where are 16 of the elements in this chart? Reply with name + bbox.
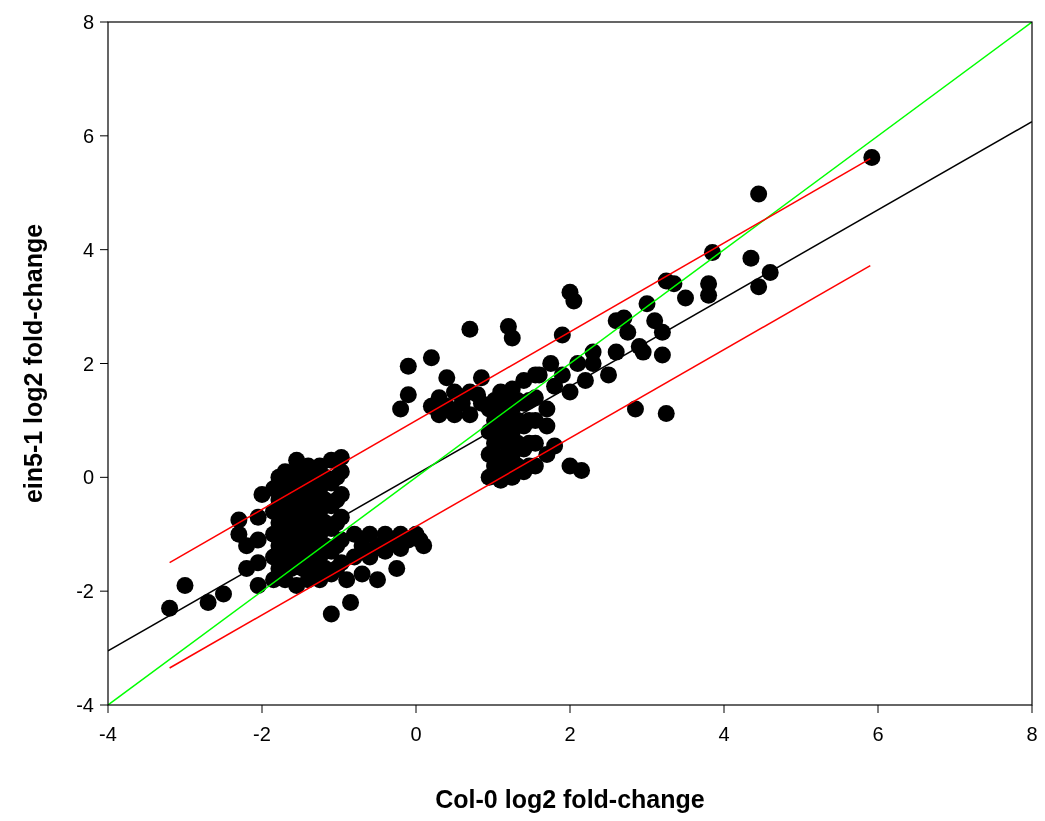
x-tick-label: 0	[410, 723, 422, 745]
y-tick-label: -4	[76, 694, 94, 716]
y-tick-label: 0	[82, 466, 94, 489]
x-tick-label: 8	[1026, 723, 1038, 745]
x-axis-title: Col-0 log2 fold-change	[435, 785, 705, 813]
y-tick-label: 8	[82, 11, 94, 33]
x-tick-label: -4	[99, 723, 117, 745]
y-tick-label: 4	[82, 238, 94, 261]
y-tick-label: 6	[82, 124, 94, 147]
y-tick-label: 2	[82, 352, 94, 375]
x-tick-label: 4	[718, 723, 730, 745]
y-axis-title: ein5-1 log2 fold-change	[19, 223, 47, 504]
x-tick-label: 2	[564, 723, 576, 745]
x-tick-label: -2	[253, 723, 271, 745]
y-tick-label: -2	[76, 580, 94, 603]
x-tick-label: 6	[872, 723, 884, 745]
